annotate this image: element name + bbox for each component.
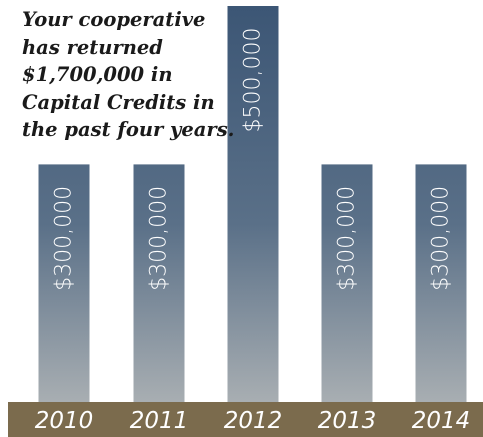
data-label-2012: $500,000 bbox=[241, 28, 266, 133]
chart-title: Your cooperative has returned $1,700,000… bbox=[22, 6, 235, 144]
bar-2010 bbox=[38, 164, 90, 402]
bar-2011 bbox=[133, 164, 185, 402]
x-axis-band bbox=[8, 402, 483, 437]
chart-title-line-3: $1,700,000 in bbox=[22, 63, 173, 86]
bar-2013 bbox=[321, 164, 373, 402]
data-label-2014: $300,000 bbox=[429, 186, 454, 291]
x-tick-label-2012: 2012 bbox=[224, 408, 283, 434]
chart-title-line-5: the past four years. bbox=[22, 118, 235, 141]
chart-title-line-4: Capital Credits in bbox=[22, 90, 215, 114]
x-tick-label-2013: 2013 bbox=[318, 408, 377, 434]
data-label-2011: $300,000 bbox=[147, 186, 172, 291]
x-tick-label-2014: 2014 bbox=[412, 408, 471, 434]
x-tick-label-2010: 2010 bbox=[35, 408, 94, 434]
bar-2014 bbox=[415, 164, 467, 402]
x-tick-label-2011: 2011 bbox=[130, 408, 189, 434]
data-label-2010: $300,000 bbox=[52, 186, 77, 291]
data-label-2013: $300,000 bbox=[335, 186, 360, 291]
bar-2012 bbox=[227, 6, 279, 402]
chart-title-line-1: Your cooperative bbox=[22, 8, 206, 31]
chart-title-line-2: has returned bbox=[22, 35, 163, 59]
